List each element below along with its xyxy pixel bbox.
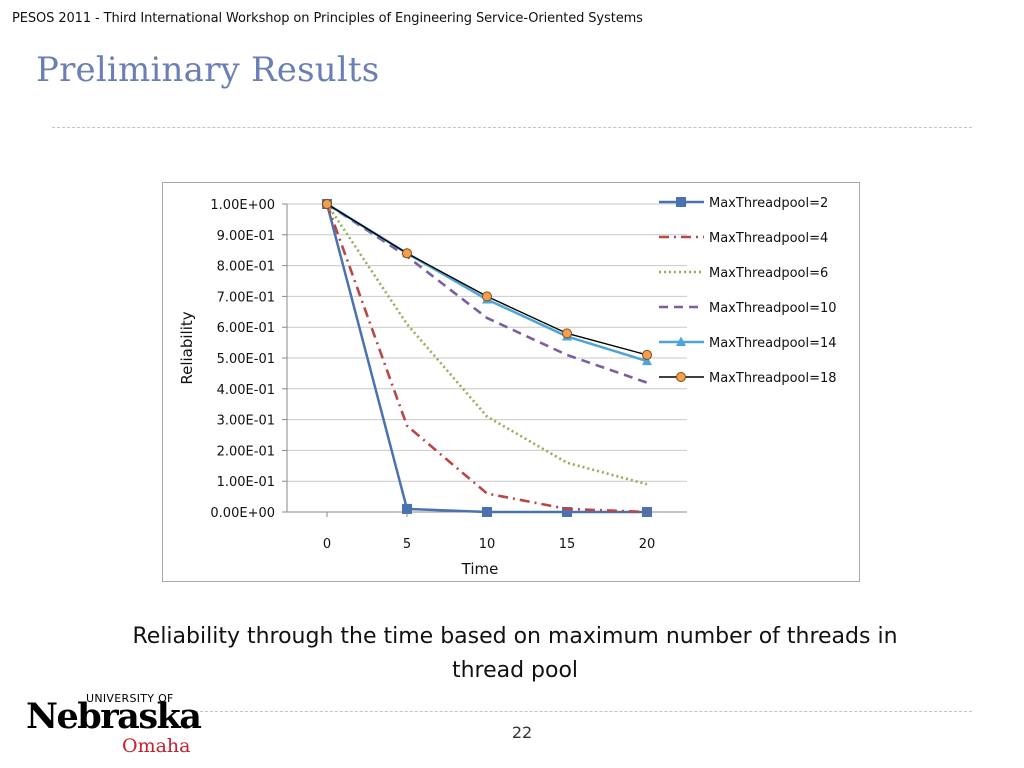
y-tick-label: 6.00E-01: [217, 321, 275, 336]
page-number: 22: [511, 723, 533, 742]
footer-divider: [190, 711, 972, 712]
chart-svg: 0.00E+00 1.00E-01 2.00E-01 3.00E-01 4.00E-01…: [178, 196, 837, 578]
x-tick-label: 15: [559, 537, 576, 552]
slide-title: Preliminary Results: [36, 50, 380, 90]
data-point: [482, 507, 492, 517]
series-line-3: [326, 202, 648, 384]
data-point: [402, 248, 412, 259]
title-divider: [52, 127, 972, 128]
series-line-2: [325, 203, 648, 486]
y-axis-title: Reliability: [178, 311, 196, 384]
y-tick-label: 1.00E+00: [210, 198, 275, 213]
logo-nebraska-text: Nebraska: [26, 696, 202, 737]
legend-marker-4: [676, 336, 686, 346]
caption-line-1: Reliability through the time based on ma…: [132, 624, 898, 649]
slide-header: PESOS 2011 - Third International Worksho…: [12, 11, 643, 26]
series-line-1: [325, 203, 648, 514]
y-tick-label: 2.00E-01: [217, 444, 275, 459]
data-point: [562, 328, 572, 339]
data-point: [322, 199, 332, 209]
university-logo: UNIVERSITY OF Nebraska Omaha: [26, 690, 202, 762]
data-point: [482, 291, 492, 302]
legend-label-0: MaxThreadpool=2: [709, 196, 828, 211]
y-tick-label: 5.00E-01: [217, 352, 275, 367]
legend-label-4: MaxThreadpool=14: [709, 336, 837, 351]
reliability-chart: 0.00E+00 1.00E-01 2.00E-01 3.00E-01 4.00E-01…: [162, 182, 860, 582]
data-point: [402, 503, 412, 514]
logo-university-text: UNIVERSITY OF: [86, 692, 174, 705]
x-tick-label: 5: [403, 537, 411, 552]
x-tick-label: 10: [479, 537, 496, 552]
series-line-5: [326, 203, 648, 356]
legend-label-2: MaxThreadpool=6: [709, 266, 828, 281]
y-tick-label: 3.00E-01: [217, 414, 275, 429]
y-tick-label: 9.00E-01: [217, 229, 275, 244]
x-tick-label: 0: [323, 537, 331, 552]
legend-label-3: MaxThreadpool=10: [709, 301, 837, 316]
x-axis-title: Time: [461, 560, 499, 578]
y-tick-label: 0.00E+00: [210, 506, 275, 521]
x-tick-label: 20: [639, 537, 656, 552]
y-tick-label: 4.00E-01: [217, 383, 275, 398]
y-tick-label: 8.00E-01: [217, 260, 275, 275]
data-point: [642, 349, 652, 360]
caption-line-2: thread pool: [451, 658, 579, 683]
data-point: [642, 355, 652, 366]
data-point: [642, 507, 652, 517]
chart-caption: Reliability through the time based on ma…: [100, 620, 930, 688]
data-point: [562, 507, 572, 517]
logo-omaha-text: Omaha: [122, 735, 191, 757]
y-tick-label: 7.00E-01: [217, 290, 275, 305]
legend-label-1: MaxThreadpool=4: [709, 231, 828, 246]
legend-label-5: MaxThreadpool=18: [709, 371, 837, 386]
y-tick-label: 1.00E-01: [217, 475, 275, 490]
legend-marker-0: [676, 197, 686, 207]
legend-marker-5: [676, 372, 686, 382]
